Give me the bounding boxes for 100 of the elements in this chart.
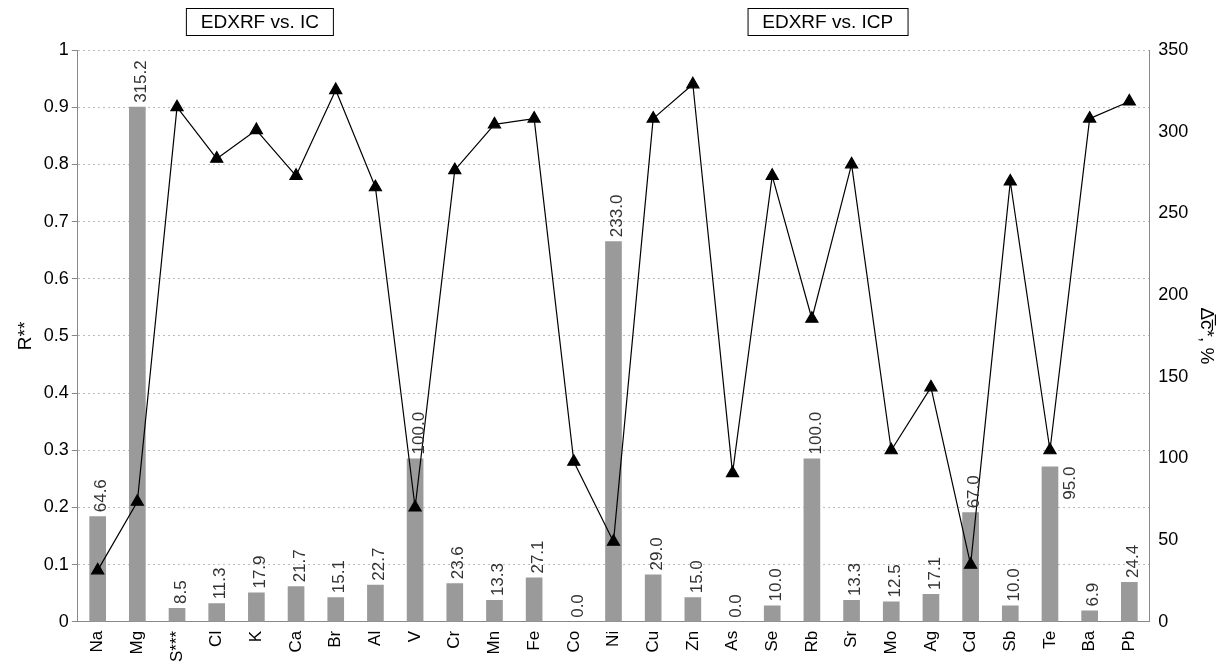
point bbox=[1003, 173, 1017, 186]
data-label: 233.0 bbox=[607, 194, 627, 238]
x-tick-label: V bbox=[404, 630, 424, 643]
text: EDXRF vs. IC bbox=[185, 8, 335, 36]
point bbox=[170, 99, 184, 112]
point bbox=[725, 465, 740, 478]
x-tick-label: Cr bbox=[444, 630, 464, 649]
point bbox=[368, 179, 383, 192]
bar bbox=[208, 603, 226, 622]
bar bbox=[1041, 466, 1059, 622]
data-label: 17.1 bbox=[924, 556, 944, 590]
y2-tick-label: 300 bbox=[1158, 120, 1189, 141]
point bbox=[130, 494, 144, 506]
x-tick-label: As bbox=[722, 630, 742, 651]
y-tick-label: 0.4 bbox=[43, 382, 69, 403]
bar bbox=[525, 577, 543, 622]
data-label: 315.2 bbox=[131, 60, 151, 103]
point bbox=[249, 122, 264, 135]
x-tick-label: Pb bbox=[1119, 630, 1139, 652]
y-tick-label: 0.2 bbox=[43, 496, 69, 517]
point bbox=[1082, 111, 1097, 123]
point bbox=[686, 76, 700, 89]
x-tick-label: Zn bbox=[682, 630, 702, 651]
point bbox=[884, 442, 898, 455]
x-tick-label: Se bbox=[761, 630, 781, 652]
data-label: 15.0 bbox=[686, 560, 706, 594]
data-label: 100.0 bbox=[805, 411, 825, 455]
bar bbox=[644, 574, 662, 622]
point bbox=[606, 534, 621, 546]
data-label: 24.4 bbox=[1123, 544, 1143, 578]
text: EDXRF vs. ICP bbox=[747, 8, 909, 36]
y2-tick-label: 200 bbox=[1158, 284, 1189, 305]
data-label: 95.0 bbox=[1059, 466, 1079, 500]
y2-tick-label: 100 bbox=[1158, 447, 1189, 468]
y2-tick-label: 250 bbox=[1158, 202, 1189, 223]
point bbox=[487, 116, 502, 129]
x-tick-label: Cl bbox=[206, 630, 226, 647]
data-label: 0.0 bbox=[726, 594, 746, 618]
point bbox=[91, 562, 105, 575]
data-label: 8.5 bbox=[170, 580, 190, 604]
data-label: 15.1 bbox=[329, 560, 349, 594]
bar bbox=[367, 584, 384, 622]
point bbox=[289, 168, 303, 180]
data-label: 29.0 bbox=[646, 537, 666, 571]
y2-tick-label: 150 bbox=[1158, 365, 1189, 386]
point bbox=[844, 156, 859, 169]
point bbox=[408, 499, 422, 512]
bar bbox=[843, 600, 860, 622]
bar bbox=[406, 458, 424, 622]
x-tick-label: Na bbox=[87, 630, 107, 653]
point bbox=[1043, 442, 1057, 455]
y2-axis-title: Δ̅c̅*, % bbox=[1197, 307, 1219, 365]
data-label: 6.9 bbox=[1083, 582, 1103, 607]
data-label: 13.3 bbox=[845, 562, 865, 597]
bar bbox=[287, 586, 305, 622]
bar bbox=[763, 605, 781, 622]
data-label: 0.0 bbox=[567, 594, 587, 618]
bar bbox=[684, 597, 702, 622]
x-tick-label: Ag bbox=[920, 630, 940, 652]
x-tick-label: Mg bbox=[127, 630, 147, 655]
y-axis-title: R** bbox=[13, 321, 35, 351]
data-label: 21.7 bbox=[289, 549, 309, 583]
y2-tick-label: 50 bbox=[1158, 529, 1179, 550]
y-tick-label: 0.6 bbox=[43, 267, 69, 288]
y-tick-label: 0.5 bbox=[43, 324, 69, 345]
point bbox=[1122, 93, 1136, 106]
data-label: 10.0 bbox=[765, 568, 785, 602]
y-tick-label: 0.1 bbox=[43, 553, 69, 574]
data-label: 11.3 bbox=[210, 567, 230, 600]
data-label: 22.7 bbox=[369, 547, 389, 581]
bar bbox=[248, 592, 265, 622]
data-label: 12.5 bbox=[884, 564, 904, 598]
y-tick-label: 0.7 bbox=[43, 210, 69, 231]
y2-tick-label: 350 bbox=[1158, 38, 1189, 59]
data-label: 64.6 bbox=[91, 479, 111, 513]
bar bbox=[1081, 610, 1098, 622]
point bbox=[329, 82, 343, 95]
data-label: 10.0 bbox=[1003, 568, 1023, 602]
bar bbox=[486, 600, 503, 622]
bar bbox=[922, 593, 940, 622]
x-tick-label: Sr bbox=[841, 630, 861, 648]
y2-tick-label: 0 bbox=[1158, 610, 1169, 631]
x-tick-label: Cd bbox=[960, 630, 980, 653]
x-tick-label: Fe bbox=[523, 630, 543, 651]
bar bbox=[1001, 605, 1019, 622]
x-tick-label: K bbox=[246, 630, 266, 643]
bar bbox=[882, 601, 900, 622]
data-label: 27.1 bbox=[527, 540, 547, 574]
bar bbox=[129, 106, 146, 622]
point bbox=[448, 162, 462, 175]
point bbox=[765, 168, 779, 180]
point bbox=[963, 557, 978, 569]
data-label: 67.0 bbox=[964, 475, 984, 509]
x-tick-label: Al bbox=[365, 630, 385, 646]
point bbox=[210, 151, 224, 163]
x-tick-label: Br bbox=[325, 630, 345, 648]
x-tick-label: Ni bbox=[603, 630, 623, 647]
data-label: 100.0 bbox=[408, 411, 428, 455]
point bbox=[805, 311, 819, 323]
x-tick-label: Te bbox=[1039, 630, 1059, 649]
